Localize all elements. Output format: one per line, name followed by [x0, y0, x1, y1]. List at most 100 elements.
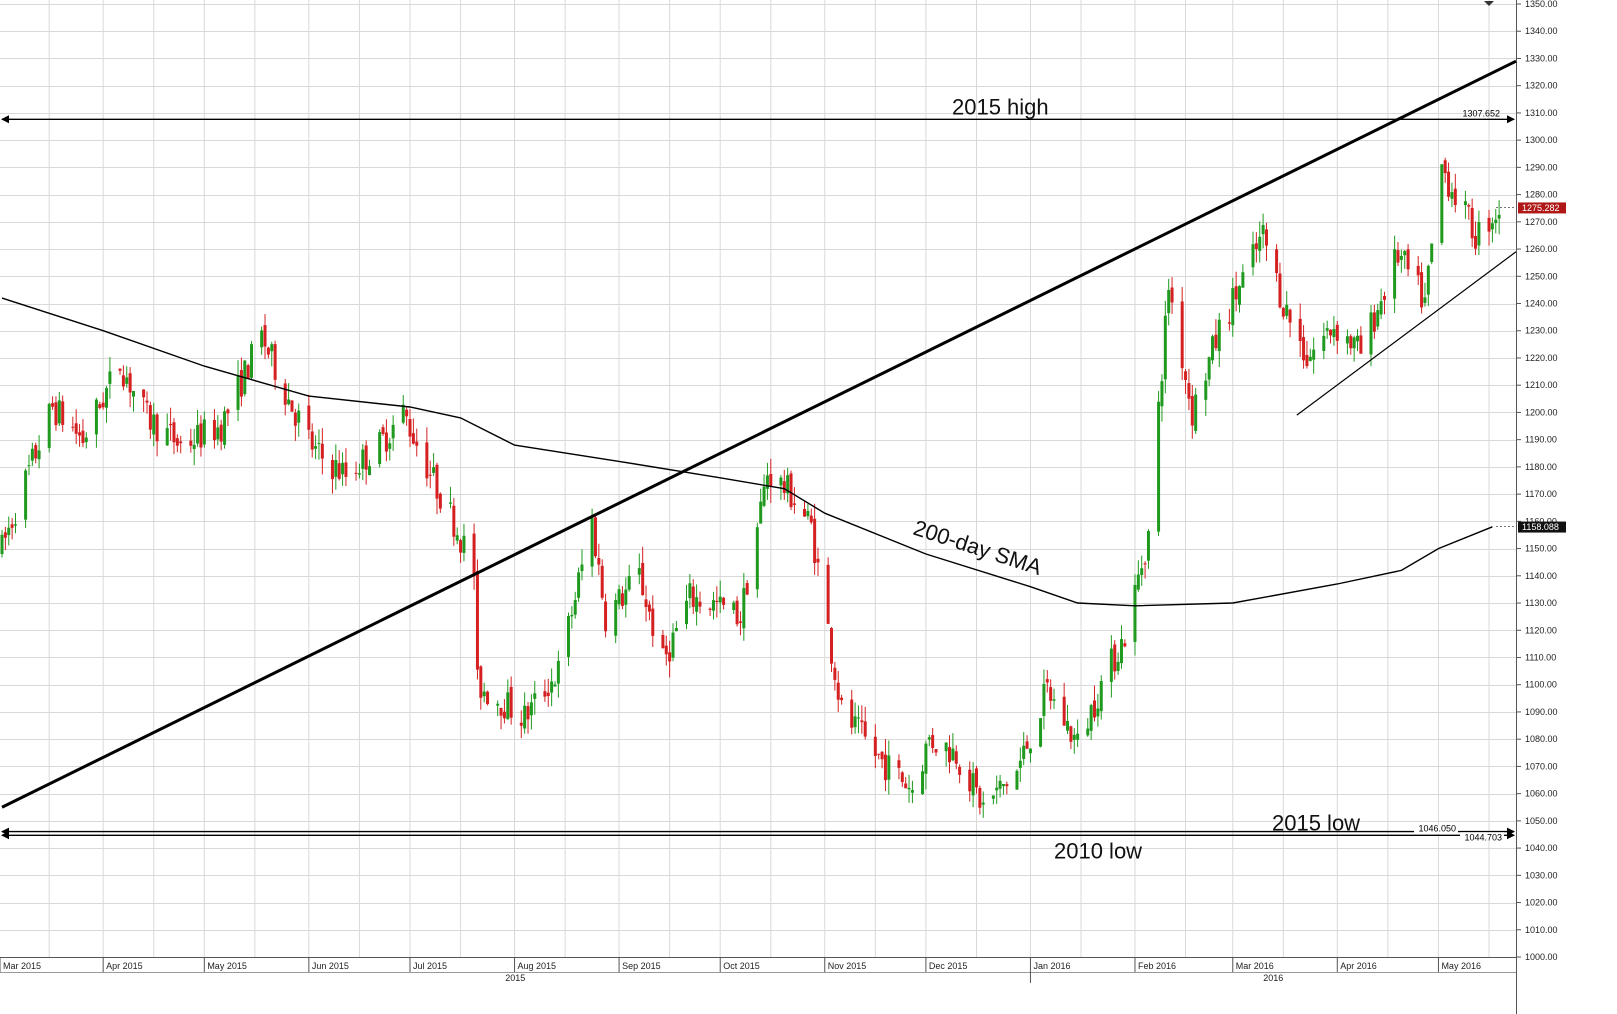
price-tick-label: 1190.00: [1525, 435, 1557, 445]
candle-body: [1207, 357, 1211, 380]
candle-body: [401, 404, 405, 423]
candle-body: [408, 419, 412, 437]
level-label-bg: [1460, 832, 1504, 842]
candle-body: [1474, 235, 1478, 249]
candle-body: [782, 481, 786, 493]
candle-body: [668, 652, 672, 662]
candle-body: [94, 399, 98, 435]
price-tick-label: 1290.00: [1525, 162, 1558, 172]
candle-body: [283, 383, 287, 405]
candle-body: [145, 400, 149, 403]
candle-body: [974, 768, 978, 788]
candle-body: [1227, 322, 1231, 324]
candle-body: [1163, 315, 1167, 380]
candle-body: [266, 347, 270, 355]
candle-body: [1072, 734, 1076, 740]
price-tick-label: 1160.00: [1525, 516, 1557, 526]
candle-body: [499, 707, 503, 716]
candle-body: [486, 691, 490, 705]
candle-body: [78, 432, 82, 436]
candle-body: [57, 400, 61, 424]
candle-body: [1470, 207, 1474, 239]
candle-body: [1349, 336, 1353, 349]
candle-body: [873, 736, 877, 756]
arrow-left-icon: [1, 831, 9, 840]
candle-body: [924, 743, 928, 774]
last-price-value: 1275.282: [1522, 203, 1560, 213]
candles: [0, 157, 1501, 818]
candle-body: [354, 472, 358, 474]
candle-body: [152, 414, 156, 435]
candle-body: [1426, 265, 1430, 295]
candle-body: [1369, 312, 1373, 355]
candle-body: [1045, 679, 1049, 683]
candle-body: [674, 628, 678, 632]
candle-body: [695, 597, 699, 612]
price-tick-label: 1140.00: [1525, 571, 1557, 581]
candle-body: [863, 721, 867, 737]
candle-body: [1356, 335, 1360, 342]
annotation-2015-low: 2015 low: [1272, 811, 1360, 836]
candle-body: [718, 596, 722, 603]
candle-body: [850, 699, 854, 728]
candle-body: [199, 423, 203, 448]
month-label: Nov 2015: [828, 961, 867, 971]
month-label: Jun 2015: [312, 961, 349, 971]
candle-body: [829, 628, 833, 664]
sma-200: [1, 297, 1493, 607]
candle-body: [1028, 748, 1032, 754]
candle-body: [1345, 336, 1349, 344]
candle-body: [1167, 289, 1171, 314]
candle-body: [883, 754, 887, 781]
candle-body: [502, 711, 506, 719]
candle-body: [341, 462, 345, 475]
price-tick-label: 1130.00: [1525, 598, 1557, 608]
candle-body: [1251, 244, 1255, 268]
candle-body: [1039, 718, 1043, 747]
candle-body: [1018, 760, 1022, 768]
candle-body: [1052, 699, 1056, 701]
month-label: Mar 2016: [1236, 961, 1274, 971]
candle-body: [121, 375, 125, 387]
candle-body: [148, 405, 152, 430]
price-tick-label: 1260.00: [1525, 244, 1558, 254]
sma-200-line: [1, 297, 1493, 607]
price-tick-label: 1030.00: [1525, 870, 1558, 880]
candle-body: [769, 473, 773, 487]
candle-body: [212, 420, 216, 441]
candle-body: [641, 562, 645, 596]
candle-body: [593, 517, 597, 557]
candle-body: [1467, 205, 1471, 207]
candle-body: [475, 571, 479, 670]
candle-body: [971, 773, 975, 796]
trendlines: [1, 59, 1517, 809]
candle-body: [236, 375, 240, 410]
candle-body: [1477, 222, 1481, 246]
price-tick-label: 1150.00: [1525, 544, 1557, 554]
candle-body: [175, 438, 179, 446]
candle-body: [614, 600, 618, 636]
candle-body: [742, 587, 746, 629]
candle-body: [1049, 687, 1053, 701]
candle-body: [840, 697, 844, 701]
candle-body: [1042, 683, 1046, 716]
candle-body: [7, 527, 11, 535]
candle-body: [1194, 394, 1198, 431]
candle-body: [580, 564, 584, 572]
candle-body: [1146, 531, 1150, 561]
candle-body: [519, 722, 523, 726]
candle-body: [1393, 249, 1397, 299]
candle-body: [1123, 643, 1127, 647]
candle-body: [1308, 356, 1312, 361]
scroll-down-icon[interactable]: [1484, 1, 1494, 6]
candle-body: [459, 540, 463, 553]
candle-body: [789, 473, 793, 508]
price-tick-label: 1240.00: [1525, 299, 1558, 309]
candle-body: [219, 424, 223, 442]
candle-body: [1187, 383, 1191, 399]
price-tick-label: 1270.00: [1525, 217, 1558, 227]
candle-body: [951, 748, 955, 761]
level-label-bg: [1414, 824, 1458, 834]
candle-body: [995, 787, 999, 791]
month-label: Jan 2016: [1033, 961, 1070, 971]
